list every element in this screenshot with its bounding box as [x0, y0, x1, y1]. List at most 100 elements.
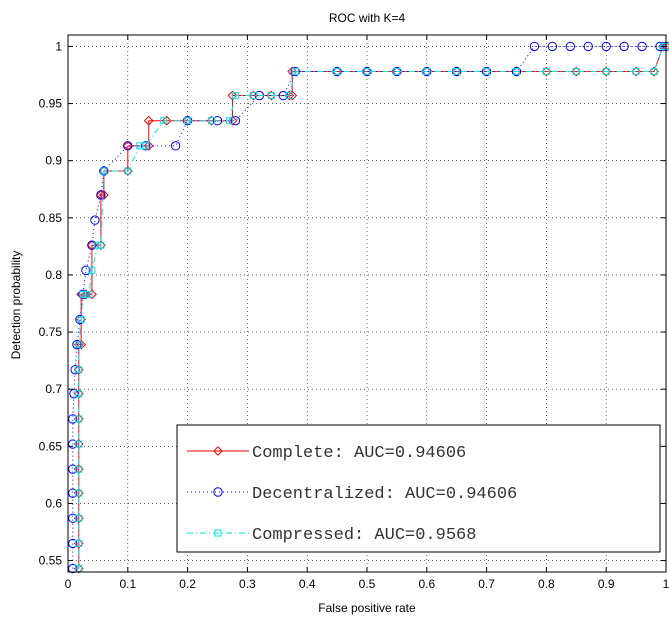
- data-point: [68, 414, 78, 424]
- y-tick-label: 0.8: [45, 268, 62, 282]
- legend-marker: [214, 529, 222, 537]
- data-point: [333, 68, 341, 76]
- x-axis-label: False positive rate: [318, 601, 416, 615]
- y-tick-label: 0.95: [39, 97, 63, 111]
- data-point: [227, 90, 238, 101]
- data-point: [393, 68, 401, 76]
- data-point: [231, 92, 239, 100]
- data-point: [88, 266, 96, 274]
- x-tick-label: 0.5: [359, 577, 376, 591]
- x-tick-label: 0.7: [478, 577, 495, 591]
- data-point: [75, 366, 83, 374]
- legend-box: [176, 424, 661, 553]
- y-tick-label: 0.65: [39, 439, 63, 453]
- data-point: [583, 41, 593, 52]
- x-tick-label: 1: [663, 577, 669, 591]
- data-point: [249, 92, 257, 100]
- y-tick-label: 0.75: [39, 325, 63, 339]
- data-point: [90, 215, 100, 225]
- data-point: [75, 341, 83, 349]
- data-point: [453, 68, 461, 76]
- x-tick-label: 0.3: [239, 577, 256, 591]
- data-point: [601, 41, 611, 52]
- data-point: [267, 92, 275, 100]
- data-point: [637, 41, 647, 52]
- x-tick-label: 0.8: [538, 577, 555, 591]
- data-point: [97, 241, 105, 249]
- data-point: [291, 68, 299, 76]
- data-point: [602, 68, 610, 76]
- data-point: [75, 539, 83, 547]
- legend-label: Decentralized: AUC=0.94606: [252, 485, 517, 504]
- data-point: [650, 68, 658, 76]
- x-tick-label: 0.1: [119, 577, 136, 591]
- data-point: [547, 41, 558, 52]
- data-point: [68, 488, 78, 498]
- y-tick-label: 1: [55, 39, 62, 53]
- data-point: [75, 415, 83, 423]
- data-point: [632, 68, 640, 76]
- data-point: [68, 513, 78, 523]
- x-tick-label: 0: [65, 577, 72, 591]
- data-point: [70, 365, 80, 375]
- data-point: [225, 117, 233, 125]
- data-point: [619, 41, 629, 52]
- data-point: [72, 339, 82, 350]
- data-point: [96, 190, 106, 200]
- series-line: [72, 45, 666, 569]
- y-tick-label: 0.6: [45, 496, 62, 510]
- x-tick-label: 0.6: [418, 577, 435, 591]
- data-point: [572, 68, 580, 76]
- data-point: [285, 92, 293, 100]
- data-point: [290, 66, 300, 77]
- data-point: [423, 68, 431, 76]
- data-point: [85, 290, 93, 298]
- data-point: [68, 563, 78, 574]
- series-2: [75, 42, 669, 573]
- chart-title: ROC with K=4: [329, 11, 406, 25]
- data-point: [287, 66, 298, 77]
- data-point: [184, 117, 192, 125]
- data-point: [75, 465, 83, 473]
- data-point: [87, 240, 97, 250]
- data-point: [75, 440, 83, 448]
- data-point: [208, 117, 216, 125]
- data-point: [75, 390, 83, 398]
- data-point: [142, 142, 150, 150]
- data-point: [483, 68, 491, 76]
- y-axis-label: Detection probability: [9, 251, 23, 360]
- data-point: [513, 68, 520, 76]
- data-point: [287, 90, 298, 101]
- data-point: [143, 115, 154, 126]
- data-point: [511, 66, 522, 77]
- y-tick-label: 0.85: [39, 211, 63, 225]
- x-tick-label: 0.4: [299, 577, 316, 591]
- data-point: [143, 140, 154, 151]
- data-point: [529, 41, 540, 52]
- data-point: [100, 167, 108, 175]
- data-point: [565, 41, 576, 52]
- data-point: [230, 115, 241, 126]
- series-line: [78, 45, 666, 569]
- data-point: [212, 115, 223, 126]
- legend-marker: [213, 446, 223, 456]
- y-tick-label: 0.7: [45, 382, 62, 396]
- data-point: [81, 265, 91, 276]
- data-point: [77, 315, 85, 323]
- data-point: [75, 489, 83, 497]
- data-point: [141, 141, 151, 151]
- data-point: [160, 117, 168, 125]
- x-tick-label: 0.2: [179, 577, 196, 591]
- data-point: [68, 464, 78, 474]
- legend: Complete: AUC=0.94606 Decentralized: AUC=…: [176, 424, 661, 553]
- legend-label: Compressed: AUC=0.9568: [252, 526, 476, 545]
- data-point: [68, 538, 78, 549]
- data-point: [123, 141, 133, 151]
- data-point: [124, 167, 132, 175]
- data-point: [542, 68, 550, 76]
- y-tick-label: 0.55: [39, 554, 63, 568]
- data-point: [363, 68, 371, 76]
- legend-label: Complete: AUC=0.94606: [252, 444, 466, 463]
- x-tick-label: 0.9: [598, 577, 615, 591]
